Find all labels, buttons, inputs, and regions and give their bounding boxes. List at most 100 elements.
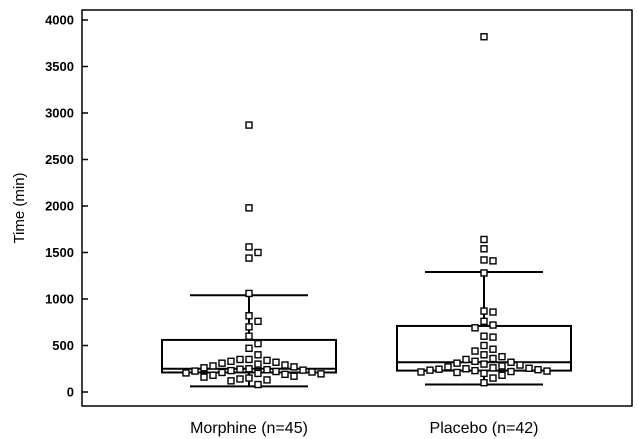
data-point-placebo [480, 369, 488, 378]
data-point-placebo [498, 362, 506, 370]
data-point-morphine [290, 372, 298, 380]
data-point-placebo [480, 351, 488, 359]
data-point-placebo [480, 341, 488, 350]
category-label-placebo: Placebo (n=42) [430, 420, 539, 437]
data-point-morphine [200, 373, 208, 381]
y-tick-label: 4000 [45, 13, 74, 28]
category-label-morphine: Morphine (n=45) [190, 420, 308, 437]
data-point-morphine [218, 359, 226, 367]
data-point-placebo [480, 235, 488, 244]
data-point-morphine [236, 375, 244, 383]
data-point-placebo [435, 365, 443, 373]
data-point-placebo [498, 352, 506, 361]
data-point-placebo [480, 379, 488, 387]
data-point-placebo [453, 368, 461, 377]
data-point-morphine [245, 332, 253, 340]
data-point-placebo [480, 33, 488, 41]
data-point-placebo [498, 371, 506, 379]
data-point-placebo [471, 357, 479, 366]
data-point-placebo [543, 367, 551, 375]
data-point-morphine [272, 358, 280, 366]
data-point-morphine [281, 370, 289, 379]
data-point-placebo [480, 332, 488, 340]
box-iqr-morphine [161, 338, 337, 374]
data-point-morphine [245, 355, 253, 364]
data-point-morphine [254, 380, 262, 389]
data-point-placebo [471, 347, 479, 355]
data-point-placebo [489, 374, 497, 382]
data-point-morphine [209, 362, 217, 370]
data-point-placebo [534, 365, 542, 374]
data-point-morphine [308, 368, 316, 376]
data-point-morphine [245, 254, 253, 262]
data-point-morphine [254, 317, 262, 326]
data-point-morphine [227, 377, 235, 385]
data-point-morphine [236, 355, 244, 364]
data-point-placebo [462, 365, 470, 373]
data-point-placebo [480, 256, 488, 264]
y-tick-label: 3000 [45, 106, 74, 121]
data-point-placebo [462, 355, 470, 364]
data-point-placebo [480, 245, 488, 253]
data-point-morphine [200, 364, 208, 372]
data-point-morphine [281, 361, 289, 369]
data-point-placebo [489, 257, 497, 265]
data-point-placebo [507, 358, 515, 366]
y-tick-label: 3500 [45, 59, 74, 74]
data-point-placebo [480, 317, 488, 326]
y-tick-label: 500 [52, 338, 74, 353]
data-point-morphine [245, 243, 253, 251]
data-point-morphine [245, 121, 253, 129]
data-point-morphine [254, 248, 262, 257]
data-point-placebo [453, 359, 461, 367]
y-tick-label: 0 [67, 385, 74, 400]
data-point-morphine [227, 357, 235, 366]
data-point-morphine [254, 360, 262, 368]
data-point-morphine [245, 374, 253, 382]
data-point-placebo [489, 345, 497, 353]
y-axis-ticks: 0 500 1000 1500 2000 2500 3000 3500 4000 [45, 13, 88, 400]
data-point-placebo [489, 364, 497, 372]
data-point-morphine [272, 367, 280, 376]
data-point-morphine [245, 344, 253, 352]
y-tick-label: 2500 [45, 152, 74, 167]
data-point-morphine [227, 366, 235, 375]
data-point-placebo [516, 361, 524, 369]
y-axis-label: Time (min) [11, 172, 28, 243]
data-point-placebo [480, 360, 488, 368]
data-point-morphine [290, 363, 298, 371]
y-tick-label: 1500 [45, 245, 74, 260]
data-point-placebo [507, 367, 515, 376]
y-tick-label: 2000 [45, 199, 74, 214]
y-tick-label: 1000 [45, 292, 74, 307]
data-point-morphine [254, 339, 262, 348]
data-point-morphine [245, 289, 253, 298]
data-point-placebo [471, 366, 479, 375]
data-point-morphine [299, 366, 307, 374]
data-point-morphine [191, 367, 199, 375]
data-points [182, 33, 551, 389]
data-point-morphine [218, 368, 226, 377]
data-point-placebo [480, 307, 488, 315]
data-point-morphine [254, 351, 262, 359]
data-point-placebo [417, 368, 425, 376]
data-point-morphine [245, 323, 253, 331]
data-point-placebo [480, 269, 488, 277]
plot-frame [81, 9, 633, 407]
data-point-morphine [245, 365, 253, 373]
data-point-placebo [489, 354, 497, 363]
data-point-morphine [263, 356, 271, 365]
data-point-placebo [444, 363, 452, 371]
data-point-morphine [263, 376, 271, 384]
data-point-morphine [245, 312, 253, 320]
data-point-morphine [209, 371, 217, 379]
data-point-placebo [426, 366, 434, 374]
data-point-placebo [489, 321, 497, 329]
data-point-placebo [525, 364, 533, 372]
data-point-placebo [489, 308, 497, 316]
data-point-morphine [263, 365, 271, 374]
data-point-placebo [489, 333, 497, 341]
data-point-morphine [182, 369, 190, 377]
data-point-morphine [254, 369, 262, 378]
